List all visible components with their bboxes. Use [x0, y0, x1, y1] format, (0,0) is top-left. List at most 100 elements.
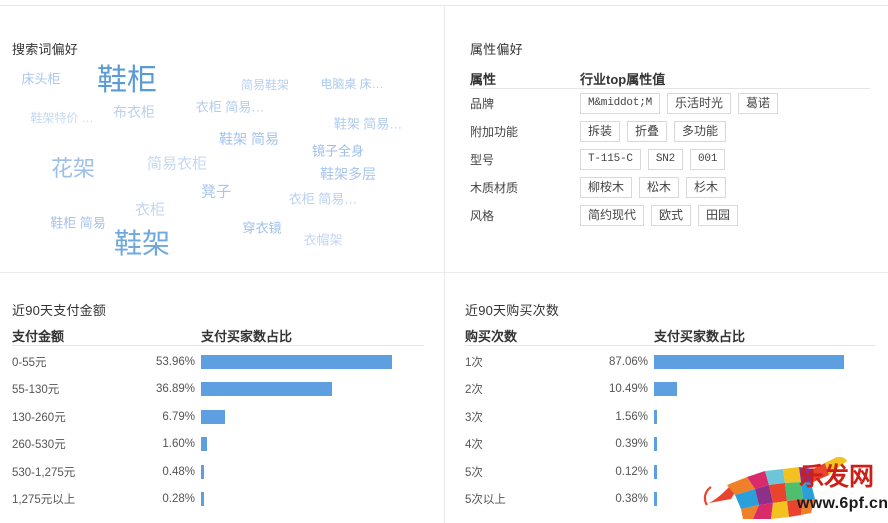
attribute-row: 型号 T-115-C SN2 001: [470, 145, 870, 173]
bar-category-label: 1次: [465, 356, 483, 369]
bar-category-label: 130-260元: [12, 411, 66, 424]
word-cloud-term[interactable]: 简易鞋架: [240, 78, 290, 92]
chart-bar-row: 55-130元 36.89%: [12, 376, 424, 404]
bar-track: [654, 354, 875, 369]
bar-track: [654, 437, 875, 452]
purchase-count-value-header: 支付买家数占比: [654, 329, 746, 344]
bar-fill[interactable]: [654, 354, 845, 369]
word-cloud-term[interactable]: 鞋架 简易: [219, 131, 279, 147]
attribute-column-header-name: 属性: [470, 72, 497, 87]
attribute-value-list: 简约现代 欧式 田园: [580, 204, 870, 226]
top-divider: [0, 5, 888, 6]
attribute-value-tag: 001: [690, 148, 726, 170]
bar-track: [201, 492, 424, 507]
bar-value-label: 0.48%: [162, 465, 195, 478]
chart-bar-row: 2次 10.49%: [465, 376, 875, 404]
attribute-value-tag: 杉木: [686, 176, 727, 198]
payment-amount-panel-title: 近90天支付金额: [12, 303, 107, 318]
bar-category-label: 5次: [465, 466, 483, 479]
chart-bar-row: 5次以上 0.38%: [465, 486, 875, 514]
bar-category-label: 1,275元以上: [12, 494, 76, 507]
payment-amount-chart-body: 0-55元 53.96% 55-130元 36.89% 130-260元 6.79% 260…: [12, 348, 424, 513]
chart-bar-row: 530-1,275元 0.48%: [12, 458, 424, 486]
bar-value-label: 0.28%: [162, 493, 195, 506]
word-cloud-term[interactable]: 简易衣柜: [146, 155, 208, 173]
bar-value-label: 0.39%: [615, 438, 648, 451]
bar-fill[interactable]: [654, 409, 658, 424]
word-cloud-term[interactable]: 鞋架多层: [320, 166, 376, 182]
attribute-value-tag: 乐活时光: [667, 92, 732, 114]
bar-value-label: 1.60%: [162, 438, 195, 451]
attribute-row: 附加功能 拆装 折叠 多功能: [470, 117, 870, 145]
word-cloud-term[interactable]: 穿衣镜: [242, 220, 282, 236]
bar-fill[interactable]: [201, 464, 205, 479]
chart-bar-row: 1次 87.06%: [465, 348, 875, 376]
purchase-count-chart-body: 1次 87.06% 2次 10.49% 3次 1.56% 4次 0.39% 5次 0.12% 5次以…: [465, 348, 875, 513]
payment-amount-category-header: 支付金额: [12, 329, 65, 344]
bar-fill[interactable]: [201, 354, 392, 369]
search-term-word-cloud[interactable]: 床头柜 鞋柜 简易鞋架 电脑桌 床… 鞋架特价 … 布衣柜 衣柜 简易… 鞋架 简易… 鞋架 简…: [0, 58, 444, 263]
attribute-value-tag: SN2: [647, 148, 684, 170]
word-cloud-term[interactable]: 花架: [50, 156, 96, 181]
word-cloud-term[interactable]: 衣柜: [134, 201, 166, 219]
attribute-value-tag: M&middot;M: [580, 92, 661, 114]
word-cloud-term[interactable]: 鞋架 简易…: [333, 116, 403, 132]
attribute-row-label: 附加功能: [470, 124, 519, 139]
search-term-preference-panel: 搜索词偏好 床头柜 鞋柜 简易鞋架 电脑桌 床… 鞋架特价 … 布衣柜 衣柜 简易… 鞋架 简…: [0, 6, 444, 272]
bar-fill[interactable]: [201, 409, 226, 424]
vertical-divider: [444, 6, 445, 523]
word-cloud-term[interactable]: 衣柜 简易…: [195, 99, 265, 115]
attribute-table-body: 品牌 M&middot;M 乐活时光 葛诺 附加功能 拆装 折叠 多功能 型号 T-115-C SN…: [470, 89, 870, 229]
bar-value-label: 36.89%: [155, 383, 195, 396]
bar-fill[interactable]: [654, 437, 658, 452]
bar-category-label: 3次: [465, 411, 483, 424]
bar-track: [201, 382, 424, 397]
bar-fill[interactable]: [654, 492, 658, 507]
attribute-row-label: 型号: [470, 152, 495, 167]
attribute-row-label: 风格: [470, 208, 495, 223]
attribute-value-tag: 折叠: [627, 120, 668, 142]
attribute-value-list: 柳桉木 松木 杉木: [580, 176, 870, 198]
bar-value-label: 0.38%: [615, 493, 648, 506]
bar-value-label: 87.06%: [608, 355, 648, 368]
payment-amount-panel: 近90天支付金额 支付金额 支付买家数占比 0-55元 53.96% 55-130元…: [0, 273, 444, 523]
attribute-value-tag: 松木: [639, 176, 680, 198]
chart-bar-row: 5次 0.12%: [465, 458, 875, 486]
word-cloud-term[interactable]: 鞋架: [113, 228, 171, 259]
word-cloud-term[interactable]: 布衣柜: [113, 104, 155, 120]
attribute-value-tag: 简约现代: [580, 204, 645, 226]
bar-fill[interactable]: [654, 464, 658, 479]
purchase-count-category-header: 购买次数: [465, 329, 518, 344]
word-cloud-term[interactable]: 鞋架特价 …: [30, 111, 94, 125]
chart-bar-row: 4次 0.39%: [465, 431, 875, 459]
horizontal-divider: [0, 272, 888, 273]
attribute-preference-panel: 属性偏好 属性 行业top属性值 品牌 M&middot;M 乐活时光 葛诺 附加功能 拆…: [445, 6, 888, 272]
purchase-count-panel: 近90天购买次数 购买次数 支付买家数占比 1次 87.06% 2次 10.49% 3次…: [445, 273, 888, 523]
bar-fill[interactable]: [201, 437, 207, 452]
bar-category-label: 55-130元: [12, 384, 60, 397]
bar-track: [654, 409, 875, 424]
bar-fill[interactable]: [201, 492, 205, 507]
attribute-row: 风格 简约现代 欧式 田园: [470, 201, 870, 229]
word-cloud-term[interactable]: 电脑桌 床…: [320, 77, 384, 91]
word-cloud-term[interactable]: 镜子全身: [311, 143, 365, 159]
word-cloud-term[interactable]: 凳子: [200, 183, 232, 201]
word-cloud-term[interactable]: 床头柜: [21, 71, 61, 87]
attribute-row-label: 木质材质: [470, 180, 519, 195]
attribute-row: 品牌 M&middot;M 乐活时光 葛诺: [470, 89, 870, 117]
bar-value-label: 6.79%: [162, 410, 195, 423]
word-cloud-term[interactable]: 衣帽架: [303, 232, 343, 248]
word-cloud-term[interactable]: 鞋柜: [97, 64, 157, 97]
purchase-count-chart: 购买次数 支付买家数占比 1次 87.06% 2次 10.49% 3次 1.56% 4次 0.…: [465, 323, 875, 513]
attribute-panel-title: 属性偏好: [470, 42, 523, 57]
bar-value-label: 0.12%: [615, 465, 648, 478]
word-cloud-term[interactable]: 衣柜 简易…: [288, 191, 358, 207]
word-cloud-term[interactable]: 鞋柜 简易: [50, 215, 106, 231]
attribute-value-list: M&middot;M 乐活时光 葛诺: [580, 92, 870, 114]
bar-fill[interactable]: [654, 382, 677, 397]
bar-fill[interactable]: [201, 382, 332, 397]
bar-category-label: 2次: [465, 384, 483, 397]
bar-category-label: 260-530元: [12, 439, 66, 452]
attribute-value-tag: 葛诺: [738, 92, 779, 114]
